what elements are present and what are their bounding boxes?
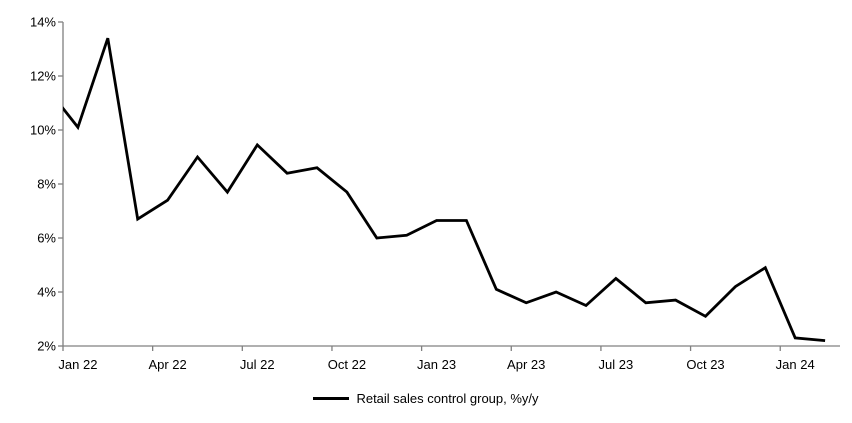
x-tick-label: Jan 22 [58, 357, 97, 372]
x-tick-label: Apr 22 [148, 357, 186, 372]
y-tick-label: 12% [30, 69, 56, 84]
y-tick-label: 6% [37, 231, 56, 246]
series-line [63, 37, 826, 342]
legend-line-swatch [313, 396, 350, 400]
x-tick-label: Jan 23 [417, 357, 456, 372]
x-tick-label: Apr 23 [507, 357, 545, 372]
x-tick-label: Oct 23 [686, 357, 724, 372]
y-tick-label: 14% [30, 15, 56, 30]
x-tick-label: Jan 24 [776, 357, 815, 372]
chart-legend: Retail sales control group, %y/y [0, 387, 852, 409]
y-tick-label: 2% [37, 339, 56, 354]
legend-label: Retail sales control group, %y/y [356, 390, 539, 406]
x-tick-label: Jul 22 [240, 357, 275, 372]
x-tick-label: Oct 22 [328, 357, 366, 372]
y-tick-label: 10% [30, 123, 56, 138]
y-tick-label: 4% [37, 285, 56, 300]
y-tick-label: 8% [37, 177, 56, 192]
x-tick-label: Jul 23 [599, 357, 634, 372]
